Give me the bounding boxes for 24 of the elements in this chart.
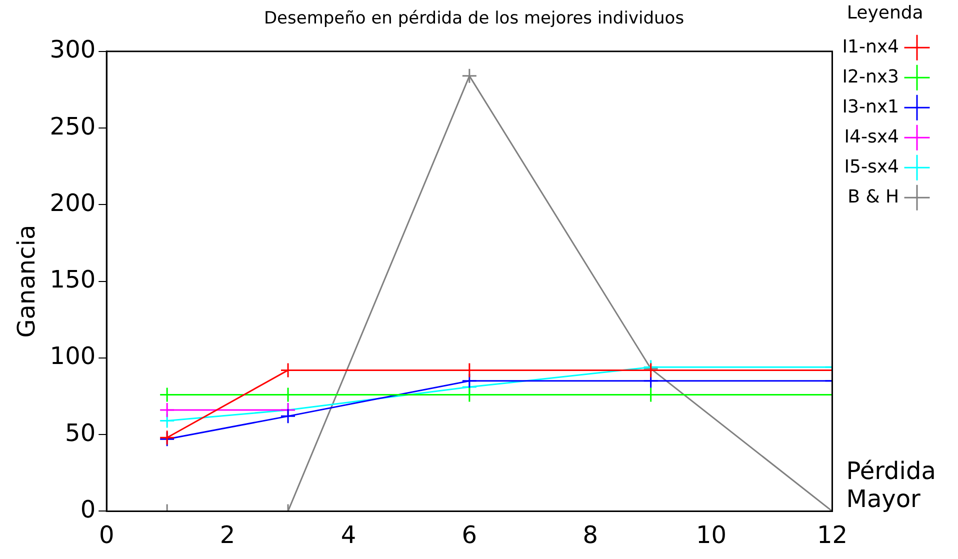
y-tick-label: 150 <box>50 266 96 294</box>
legend-label: I3-nx1 <box>842 96 899 118</box>
y-axis-title: Ganancia <box>12 224 41 338</box>
x-axis-title: Pérdida Mayor <box>846 457 936 514</box>
legend-label: B & H <box>848 186 899 208</box>
y-tick-label: 200 <box>50 188 96 217</box>
legend-label: I4-sx4 <box>844 126 899 148</box>
legend-label: I5-sx4 <box>844 156 899 178</box>
y-tick-label: 100 <box>50 342 96 370</box>
legend-title: Leyenda <box>846 2 924 24</box>
x-tick-label: 8 <box>582 520 598 549</box>
x-tick-label: 4 <box>340 520 356 549</box>
legend-label: I1-nx4 <box>842 36 899 58</box>
x-tick-label: 2 <box>220 520 236 549</box>
chart-title: Desempeño en pérdida de los mejores individuos <box>264 8 684 29</box>
y-tick-label: 250 <box>50 112 96 140</box>
y-tick-label: 0 <box>80 495 96 524</box>
x-tick-label: 12 <box>816 520 848 549</box>
y-tick-label: 50 <box>65 418 96 447</box>
x-tick-label: 10 <box>696 520 727 549</box>
y-tick-label: 300 <box>50 36 96 64</box>
x-tick-label: 6 <box>462 520 478 549</box>
legend-label: I2-nx3 <box>842 66 899 88</box>
x-tick-label: 0 <box>98 520 114 549</box>
